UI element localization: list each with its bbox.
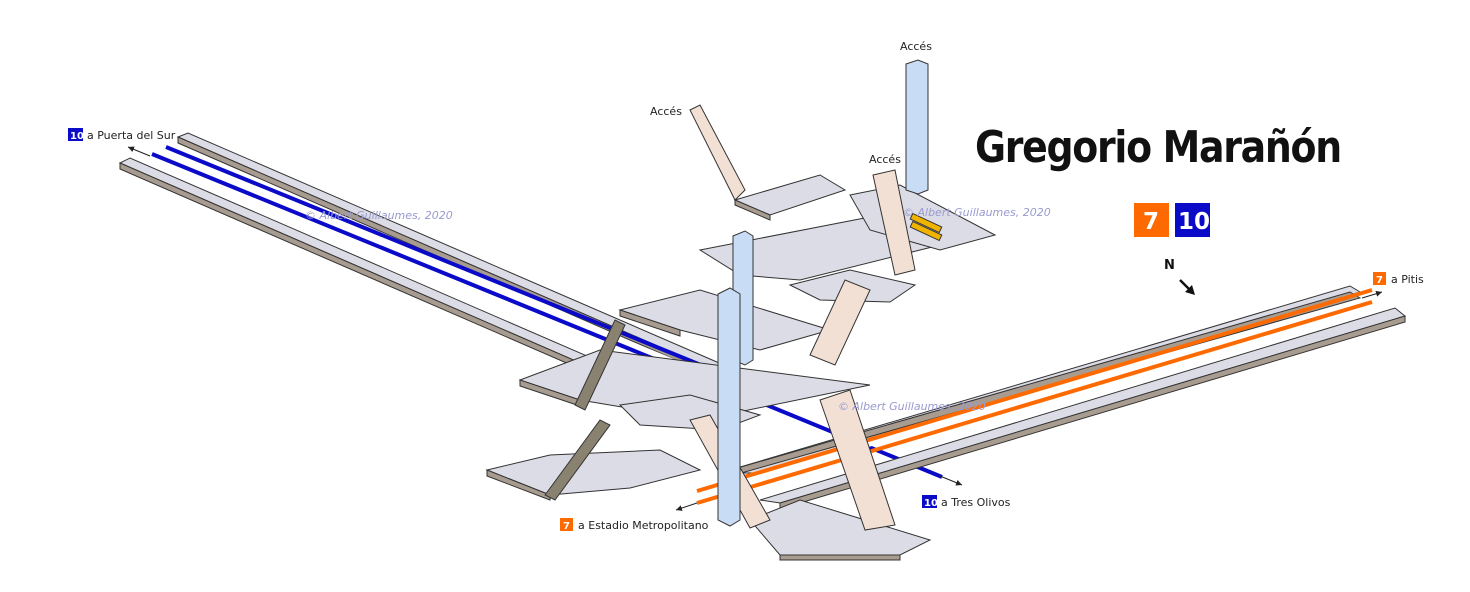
line-badge-10: 10 [70,131,84,142]
line-10-track [151,152,741,396]
north-label: N [1164,258,1175,273]
north-arrow-icon [1179,279,1195,295]
destination-label: a Puerta del Sur [87,129,176,142]
access-label-middle: Accés [869,153,901,166]
dest-puerta-del-sur: 10 a Puerta del Sur [68,128,176,157]
watermark-2: © Albert Guillaumes, 2020 [903,206,1051,219]
line-badge-7: 7 [1376,275,1383,286]
watermark-1: © Albert Guillaumes, 2020 [305,209,453,222]
line-7-number: 7 [1143,209,1159,235]
line-badges: 7 10 [1134,203,1210,237]
destination-label: a Tres Olivos [941,496,1011,509]
line-badge-7: 7 [563,521,570,532]
dest-estadio: 7 a Estadio Metropolitano [560,502,709,532]
elevators [717,59,929,527]
line-10-badge [1175,203,1210,237]
line-7-track [696,300,1373,505]
access-label-top: Accés [900,40,932,53]
escalators [909,212,943,242]
dest-tres-olivos: 10 a Tres Olivos [922,475,1011,509]
dest-pitis: 7 a Pitis [1361,272,1424,299]
line-7-platforms [696,285,1407,510]
destination-label: a Pitis [1391,273,1424,286]
station-title: Gregorio Marañón [975,122,1342,173]
watermark-3: © Albert Guillaumes, 2020 [838,400,986,413]
line-10-number: 10 [1178,209,1210,235]
destination-label: a Estadio Metropolitano [578,519,709,532]
line-7-badge [1134,203,1169,237]
line-badge-10: 10 [924,498,938,509]
line-10-platforms [118,132,943,479]
access-label-left: Accés [650,105,682,118]
